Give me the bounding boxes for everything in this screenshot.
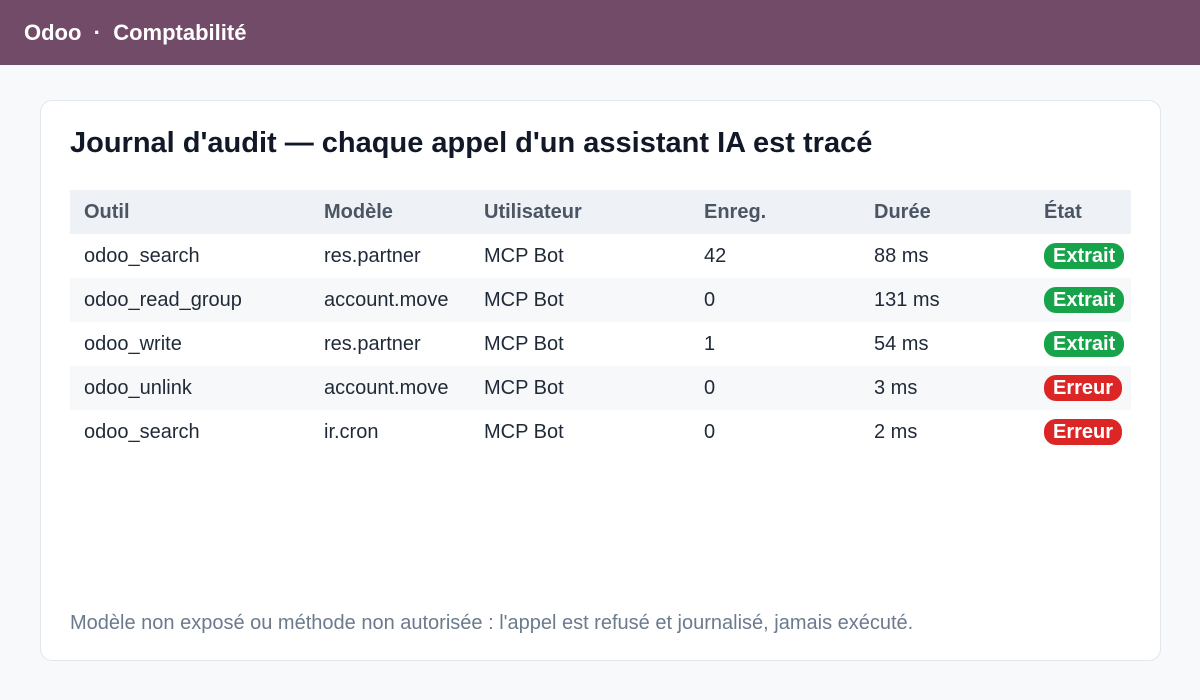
cell-status: Erreur <box>1030 410 1131 454</box>
status-badge: Extrait <box>1044 331 1125 357</box>
cell-status: Extrait <box>1030 322 1131 366</box>
cell-user: MCP Bot <box>484 332 564 355</box>
column-header-tool[interactable]: Outil <box>84 200 130 223</box>
table-row[interactable]: odoo_unlink account.move MCP Bot 0 3 ms … <box>70 366 1131 410</box>
status-badge: Erreur <box>1044 419 1123 445</box>
cell-duration: 3 ms <box>874 376 918 399</box>
status-badge: Extrait <box>1044 287 1125 313</box>
cell-tool: odoo_write <box>84 332 182 355</box>
cell-model: account.move <box>324 376 449 399</box>
table-row[interactable]: odoo_search ir.cron MCP Bot 0 2 ms Erreu… <box>70 410 1131 454</box>
table-row[interactable]: odoo_read_group account.move MCP Bot 0 1… <box>70 278 1131 322</box>
table-row[interactable]: odoo_write res.partner MCP Bot 1 54 ms E… <box>70 322 1131 366</box>
table-row[interactable]: odoo_search res.partner MCP Bot 42 88 ms… <box>70 234 1131 278</box>
cell-duration: 131 ms <box>874 288 940 311</box>
audit-log-table: Outil Modèle Utilisateur Enreg. Durée Ét… <box>70 190 1131 454</box>
cell-user: MCP Bot <box>484 376 564 399</box>
cell-records: 0 <box>704 376 716 399</box>
cell-records: 0 <box>704 288 716 311</box>
cell-model: res.partner <box>324 332 421 355</box>
cell-records: 42 <box>704 244 727 267</box>
top-bar: Odoo · Comptabilité <box>0 0 1200 65</box>
cell-duration: 2 ms <box>874 420 918 443</box>
cell-user: MCP Bot <box>484 420 564 443</box>
cell-status: Extrait <box>1030 234 1131 278</box>
audit-log-card: Journal d'audit — chaque appel d'un assi… <box>40 100 1161 661</box>
status-badge: Erreur <box>1044 375 1123 401</box>
cell-model: res.partner <box>324 244 421 267</box>
column-header-status[interactable]: État <box>1044 200 1082 223</box>
cell-model: account.move <box>324 288 449 311</box>
column-header-records[interactable]: Enreg. <box>704 200 767 223</box>
cell-records: 1 <box>704 332 716 355</box>
cell-tool: odoo_search <box>84 244 200 267</box>
cell-tool: odoo_unlink <box>84 376 192 399</box>
cell-tool: odoo_search <box>84 420 200 443</box>
cell-status: Erreur <box>1030 366 1131 410</box>
cell-tool: odoo_read_group <box>84 288 242 311</box>
cell-status: Extrait <box>1030 278 1131 322</box>
cell-user: MCP Bot <box>484 288 564 311</box>
column-header-duration[interactable]: Durée <box>874 200 931 223</box>
status-badge: Extrait <box>1044 243 1125 269</box>
cell-records: 0 <box>704 420 716 443</box>
cell-model: ir.cron <box>324 420 379 443</box>
table-header-row: Outil Modèle Utilisateur Enreg. Durée Ét… <box>70 190 1131 234</box>
page-title: Journal d'audit — chaque appel d'un assi… <box>70 127 873 159</box>
cell-user: MCP Bot <box>484 244 564 267</box>
app-title[interactable]: Odoo · Comptabilité <box>24 19 247 45</box>
column-header-model[interactable]: Modèle <box>324 200 393 223</box>
column-header-user[interactable]: Utilisateur <box>484 200 582 223</box>
footer-note: Modèle non exposé ou méthode non autoris… <box>70 612 914 634</box>
cell-duration: 88 ms <box>874 244 929 267</box>
cell-duration: 54 ms <box>874 332 929 355</box>
